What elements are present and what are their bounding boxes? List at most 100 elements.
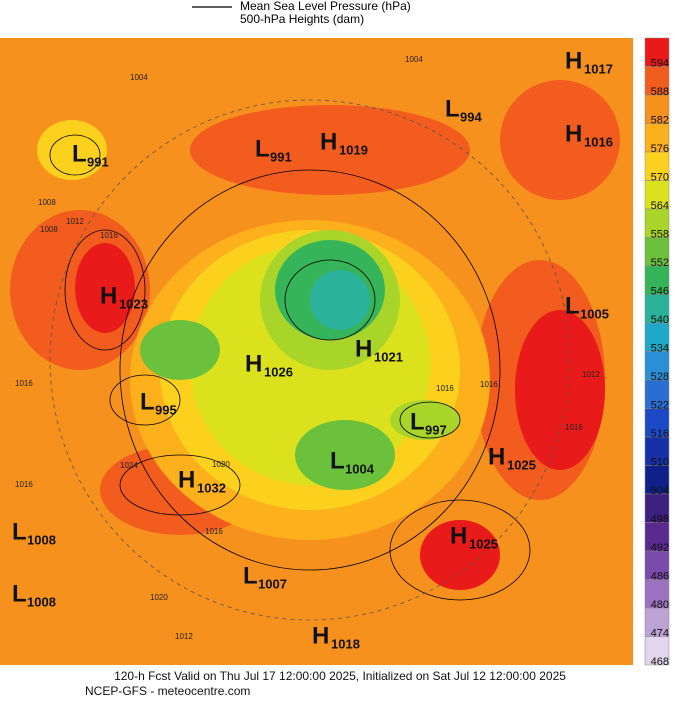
colorbar-label: 588 — [651, 86, 669, 98]
isobar-label: 1012 — [582, 370, 600, 379]
center-letter: H — [488, 443, 505, 470]
field — [420, 520, 500, 590]
colorbar-label: 546 — [651, 286, 669, 298]
center-value: 1008 — [27, 532, 56, 547]
colorbar-cell — [644, 607, 670, 637]
colorbar-label: 510 — [651, 457, 669, 469]
colorbar-label: 576 — [651, 143, 669, 155]
center-value: 997 — [425, 422, 447, 437]
center-letter: L — [565, 292, 580, 319]
center-value: 991 — [87, 154, 109, 169]
center-letter: L — [243, 562, 258, 589]
colorbar-cell — [644, 636, 670, 666]
center-letter: L — [255, 135, 270, 162]
isobar-label: 1016 — [15, 480, 33, 489]
isobars — [49, 134, 531, 601]
field — [390, 400, 460, 440]
colorbar-label: 558 — [651, 229, 669, 241]
isobar-label: 1020 — [150, 593, 168, 602]
field — [500, 80, 620, 200]
isobar-label: 1016 — [436, 384, 454, 393]
footer: 120-h Fcst Valid on Thu Jul 17 12:00:00 … — [114, 669, 566, 683]
center-value: 995 — [155, 402, 177, 417]
isobar-label: 1008 — [38, 198, 56, 207]
colorbar-label: 516 — [651, 428, 669, 440]
isobar-label: 1024 — [120, 461, 138, 470]
colorbar-cell — [644, 351, 670, 381]
colorbar-label: 504 — [651, 485, 669, 497]
isobar-label: 1016 — [565, 423, 583, 432]
center-value: 1007 — [258, 576, 287, 591]
colorbar-label: 528 — [651, 371, 669, 383]
field — [295, 420, 395, 490]
center-value: 994 — [460, 109, 482, 124]
legend-text: 500-hPa Heights (dam) — [240, 12, 364, 26]
colorbar-label: 498 — [651, 514, 669, 526]
center-letter: L — [445, 95, 460, 122]
center-value: 991 — [270, 149, 292, 164]
isobar-label: 1004 — [405, 55, 423, 64]
colorbar-cell — [644, 493, 670, 523]
center-value: 1025 — [507, 457, 536, 472]
colorbar-label: 570 — [651, 172, 669, 184]
center-letter: H — [450, 522, 467, 549]
field — [140, 320, 220, 380]
center-letter: H — [100, 282, 117, 309]
colorbar-label: 582 — [651, 115, 669, 127]
center-letter: L — [140, 388, 155, 415]
isobar-label: 1012 — [175, 632, 193, 641]
colorbar-cell — [644, 151, 670, 181]
colorbar-cell — [644, 180, 670, 210]
colorbar: 594 588 582 576 570 564 558 552 546 540 534 528 522 5… — [644, 37, 670, 668]
colorbar-cell — [644, 66, 670, 96]
center-letter: H — [565, 120, 582, 147]
center-value: 1016 — [584, 134, 613, 149]
center-letter: H — [355, 335, 372, 362]
colorbar-cell — [644, 322, 670, 352]
center-letter: H — [565, 47, 582, 74]
colorbar-label: 564 — [651, 200, 669, 212]
colorbar-label: 534 — [651, 343, 669, 355]
center-letter: H — [178, 466, 195, 493]
field — [515, 310, 605, 470]
colorbar-cell — [644, 465, 670, 495]
colorbar-cell — [644, 436, 670, 466]
colorbar-label: 480 — [651, 599, 669, 611]
colorbar-cell — [644, 208, 670, 238]
isobar-label: 1016 — [100, 231, 118, 240]
center-value: 1025 — [469, 536, 498, 551]
colorbar-label: 540 — [651, 314, 669, 326]
colorbar-cell — [644, 237, 670, 267]
colorbar-label: 594 — [651, 58, 669, 70]
colorbar-cell — [644, 408, 670, 438]
map — [0, 38, 633, 665]
center-value: 1021 — [374, 349, 403, 364]
center-letter: H — [320, 128, 337, 155]
colorbar-label: 468 — [651, 656, 669, 668]
colorbar-label: 522 — [651, 400, 669, 412]
isobar-label: 1008 — [40, 225, 58, 234]
latitude-circle — [49, 99, 571, 621]
colorbar-cell — [644, 579, 670, 609]
colorbar-cell — [644, 94, 670, 124]
footer: NCEP-GFS - meteocentre.com — [85, 684, 250, 698]
legend-text: Mean Sea Level Pressure (hPa) — [240, 0, 411, 13]
field — [75, 243, 135, 333]
center-letter: L — [410, 408, 425, 435]
center-value: 1032 — [197, 480, 226, 495]
center-letter: H — [312, 622, 329, 649]
center-letter: L — [12, 580, 27, 607]
center-letter: L — [12, 518, 27, 545]
colorbar-cell — [644, 522, 670, 552]
center-letter: L — [330, 447, 345, 474]
colorbar-label: 492 — [651, 542, 669, 554]
center-value: 1008 — [27, 594, 56, 609]
center-letter: H — [245, 350, 262, 377]
center-value: 1004 — [345, 461, 375, 476]
colorbar-cell — [644, 123, 670, 153]
center-letter: L — [72, 140, 87, 167]
isobar-label: 1004 — [130, 73, 148, 82]
center-value: 1017 — [584, 61, 613, 76]
